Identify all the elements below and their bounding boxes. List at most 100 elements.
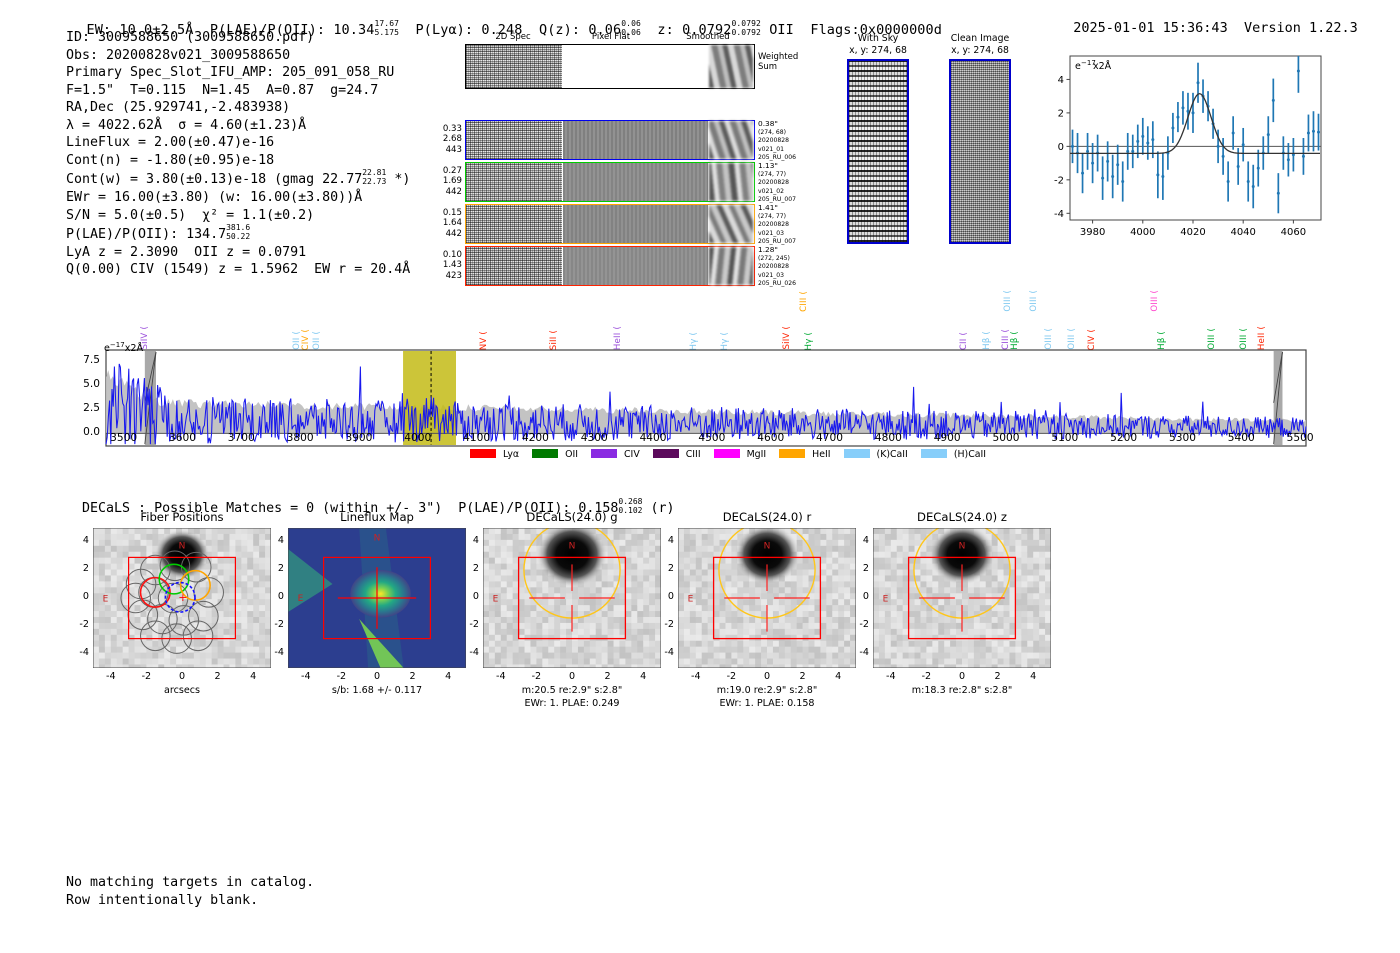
spectrum-xaxis-ticks: 3500 3600 3700 3800 3900 4000 4100 4200 4300 4400… xyxy=(60,430,1313,450)
fiber-1-2dspec-image xyxy=(466,163,562,201)
spectrum-legend: Lyα OII CIV CIII MgII HeII (K)CaII (H)CaII xyxy=(470,449,999,460)
header-plae-poii-value: 10.34 xyxy=(333,22,375,39)
svg-text:E: E xyxy=(688,595,694,605)
legend-item: CIII xyxy=(652,449,701,460)
fiber-1-smoothed-image xyxy=(709,163,753,201)
emission-line-label: OIII ( xyxy=(1066,328,1077,350)
legend-label: Lyα xyxy=(503,449,520,460)
spectrum-xtick: 4000 xyxy=(404,432,432,444)
emission-line-label: SiIV ( xyxy=(781,326,792,350)
decals-plae-bounds: 0.268 0.102 xyxy=(618,497,643,515)
panel-xtick: 0 xyxy=(178,671,186,682)
panel-image-4[interactable]: NE xyxy=(873,528,1051,668)
panel-image-1[interactable]: NE xyxy=(288,528,466,668)
with-sky-image xyxy=(847,59,909,244)
emission-line-label: HeII ( xyxy=(1256,325,1267,350)
svg-text:−17: −17 xyxy=(1081,59,1096,67)
header-z-species: OII xyxy=(769,22,794,39)
legend-item: OII xyxy=(532,449,578,460)
svg-text:N: N xyxy=(374,534,381,544)
decals-header-band: (r) xyxy=(650,501,675,517)
fiber-row-values-2: 0.15 1.64 442 xyxy=(442,208,462,239)
legend-label: MgII xyxy=(746,449,767,460)
spectrum-xtick: 5500 xyxy=(1286,432,1314,444)
spectrum-xtick: 5000 xyxy=(992,432,1020,444)
panel-ytick: 0 xyxy=(862,591,869,602)
legend-swatch xyxy=(713,449,740,458)
panel-image-2[interactable]: NE xyxy=(483,528,661,668)
svg-text:4000: 4000 xyxy=(1130,227,1155,238)
panel-xtick: 2 xyxy=(994,671,1001,682)
panel-caption-1: s/b: 1.68 +/- 0.117 xyxy=(331,685,423,696)
spectrum-xtick: 5400 xyxy=(1227,432,1255,444)
spectrum-xtick: 3800 xyxy=(286,432,314,444)
spectrum-xtick: 4900 xyxy=(933,432,961,444)
fiber-row-meta-2: 1.41" (274, 77) 20200828 v021_03 205_RU_… xyxy=(758,203,797,246)
legend-label: (H)CaII xyxy=(953,449,987,460)
spectrum-ytick: 7.5 xyxy=(83,353,100,366)
target-info-block: ID: 3009588650 (3009588650.pdf) Obs: 202… xyxy=(66,29,410,279)
svg-text:N: N xyxy=(569,541,576,551)
fiber-strip-2 xyxy=(465,204,755,244)
legend-swatch xyxy=(532,449,559,458)
weighted-sum-label: Weighted Sum xyxy=(758,52,799,72)
header-summary-line: EW: 10.0±2.5Å P(LAE)/P(OII): 10.34 17.67 5… xyxy=(70,4,942,38)
legend-swatch xyxy=(652,449,679,458)
panel-xtick: 2 xyxy=(214,671,221,682)
fiber-2-2dspec-image xyxy=(466,205,562,243)
spectrum-xtick: 5300 xyxy=(1168,432,1196,444)
legend-swatch xyxy=(779,449,806,458)
col-title-2dspec: 2D Spec xyxy=(495,32,531,42)
header-plae-poii-bounds: 17.67 5.175 xyxy=(374,19,400,37)
info-line-primary-spec: Primary Spec_Slot_IFU_AMP: 205_091_058_R… xyxy=(66,65,395,81)
panel-ytick: 0 xyxy=(472,591,479,602)
info-line-fwhm: F=1.5" T=0.115 N=1.45 A=0.87 g=24.7 xyxy=(66,82,379,98)
legend-swatch xyxy=(920,449,947,458)
legend-item: HeII xyxy=(779,449,831,460)
bottom-note-line1: No matching targets in catalog. xyxy=(66,875,315,890)
weighted-sum-2dspec-image xyxy=(466,45,562,88)
spectrum-xtick: 3500 xyxy=(110,432,138,444)
svg-text:E: E xyxy=(103,595,109,605)
fiber-row-values-0: 0.33 2.68 443 xyxy=(442,124,462,155)
spectrum-xtick: 4700 xyxy=(816,432,843,444)
panel-ytick: 4 xyxy=(82,535,89,546)
legend-item: (H)CaII xyxy=(920,449,987,460)
spectrum-yaxis-ticks: 0.0 2.5 5.0 7.5 xyxy=(60,348,106,439)
panel-xtick: 4 xyxy=(1030,671,1037,682)
panel-xtick: 4 xyxy=(640,671,647,682)
panel-title-0: Fiber Positions xyxy=(140,510,224,524)
plae-bounds: 381.6 50.22 xyxy=(226,223,251,241)
panel-title-2: DECaLS(24.0) g xyxy=(526,510,618,524)
panel-xlabel-0: arcsecs xyxy=(163,685,201,696)
svg-text:-2: -2 xyxy=(1054,175,1064,186)
panel-image-0[interactable]: + N E xyxy=(93,528,271,668)
panel-caption-2: m:20.5 re:2.9" s:2.8" xyxy=(521,685,623,696)
emission-line-label: CIV ( xyxy=(1087,328,1098,351)
header-version: Version 1.22.3 xyxy=(1243,20,1358,36)
info-line-cont-n: Cont(n) = -1.80(±0.95)e-18 xyxy=(66,152,275,168)
info-line-obs: Obs: 20200828v021_3009588650 xyxy=(66,47,291,63)
panel-xtick: -4 xyxy=(106,671,116,682)
weighted-sum-strip xyxy=(465,44,755,89)
fiber-row-values-1: 0.27 1.69 442 xyxy=(442,166,462,197)
info-line-sn-chi2: S/N = 5.0(±0.5) χ² = 1.1(±0.2) xyxy=(66,207,315,223)
panel-xtick: -2 xyxy=(531,671,542,682)
fiber-row-meta-0: 0.38" (274, 68) 20200828 v021_01 205_RU_… xyxy=(758,119,797,162)
panel-image-3[interactable]: NE xyxy=(678,528,856,668)
fiber-2-pixelflat-image xyxy=(563,205,708,243)
emission-line-label: CIV ( xyxy=(301,328,311,351)
legend-swatch xyxy=(591,449,618,458)
emission-line-label: OIII ( xyxy=(1238,328,1249,350)
panel-xtick: 2 xyxy=(409,671,416,682)
header-datetime: 2025-01-01 15:36:43 xyxy=(1073,20,1228,36)
fiber-1-pixelflat-image xyxy=(563,163,708,201)
fiber-3-smoothed-image xyxy=(709,247,753,285)
info-line-lambda: λ = 4022.62Å σ = 4.60(±1.23)Å xyxy=(66,117,307,133)
svg-text:4060: 4060 xyxy=(1281,227,1306,238)
legend-swatch xyxy=(470,449,496,458)
fiber-0-pixelflat-image xyxy=(563,121,708,159)
panel-title-3: DECaLS(24.0) r xyxy=(722,510,812,524)
spectrum-ytick: 5.0 xyxy=(83,377,100,390)
panel-ytick: -2 xyxy=(79,619,89,630)
